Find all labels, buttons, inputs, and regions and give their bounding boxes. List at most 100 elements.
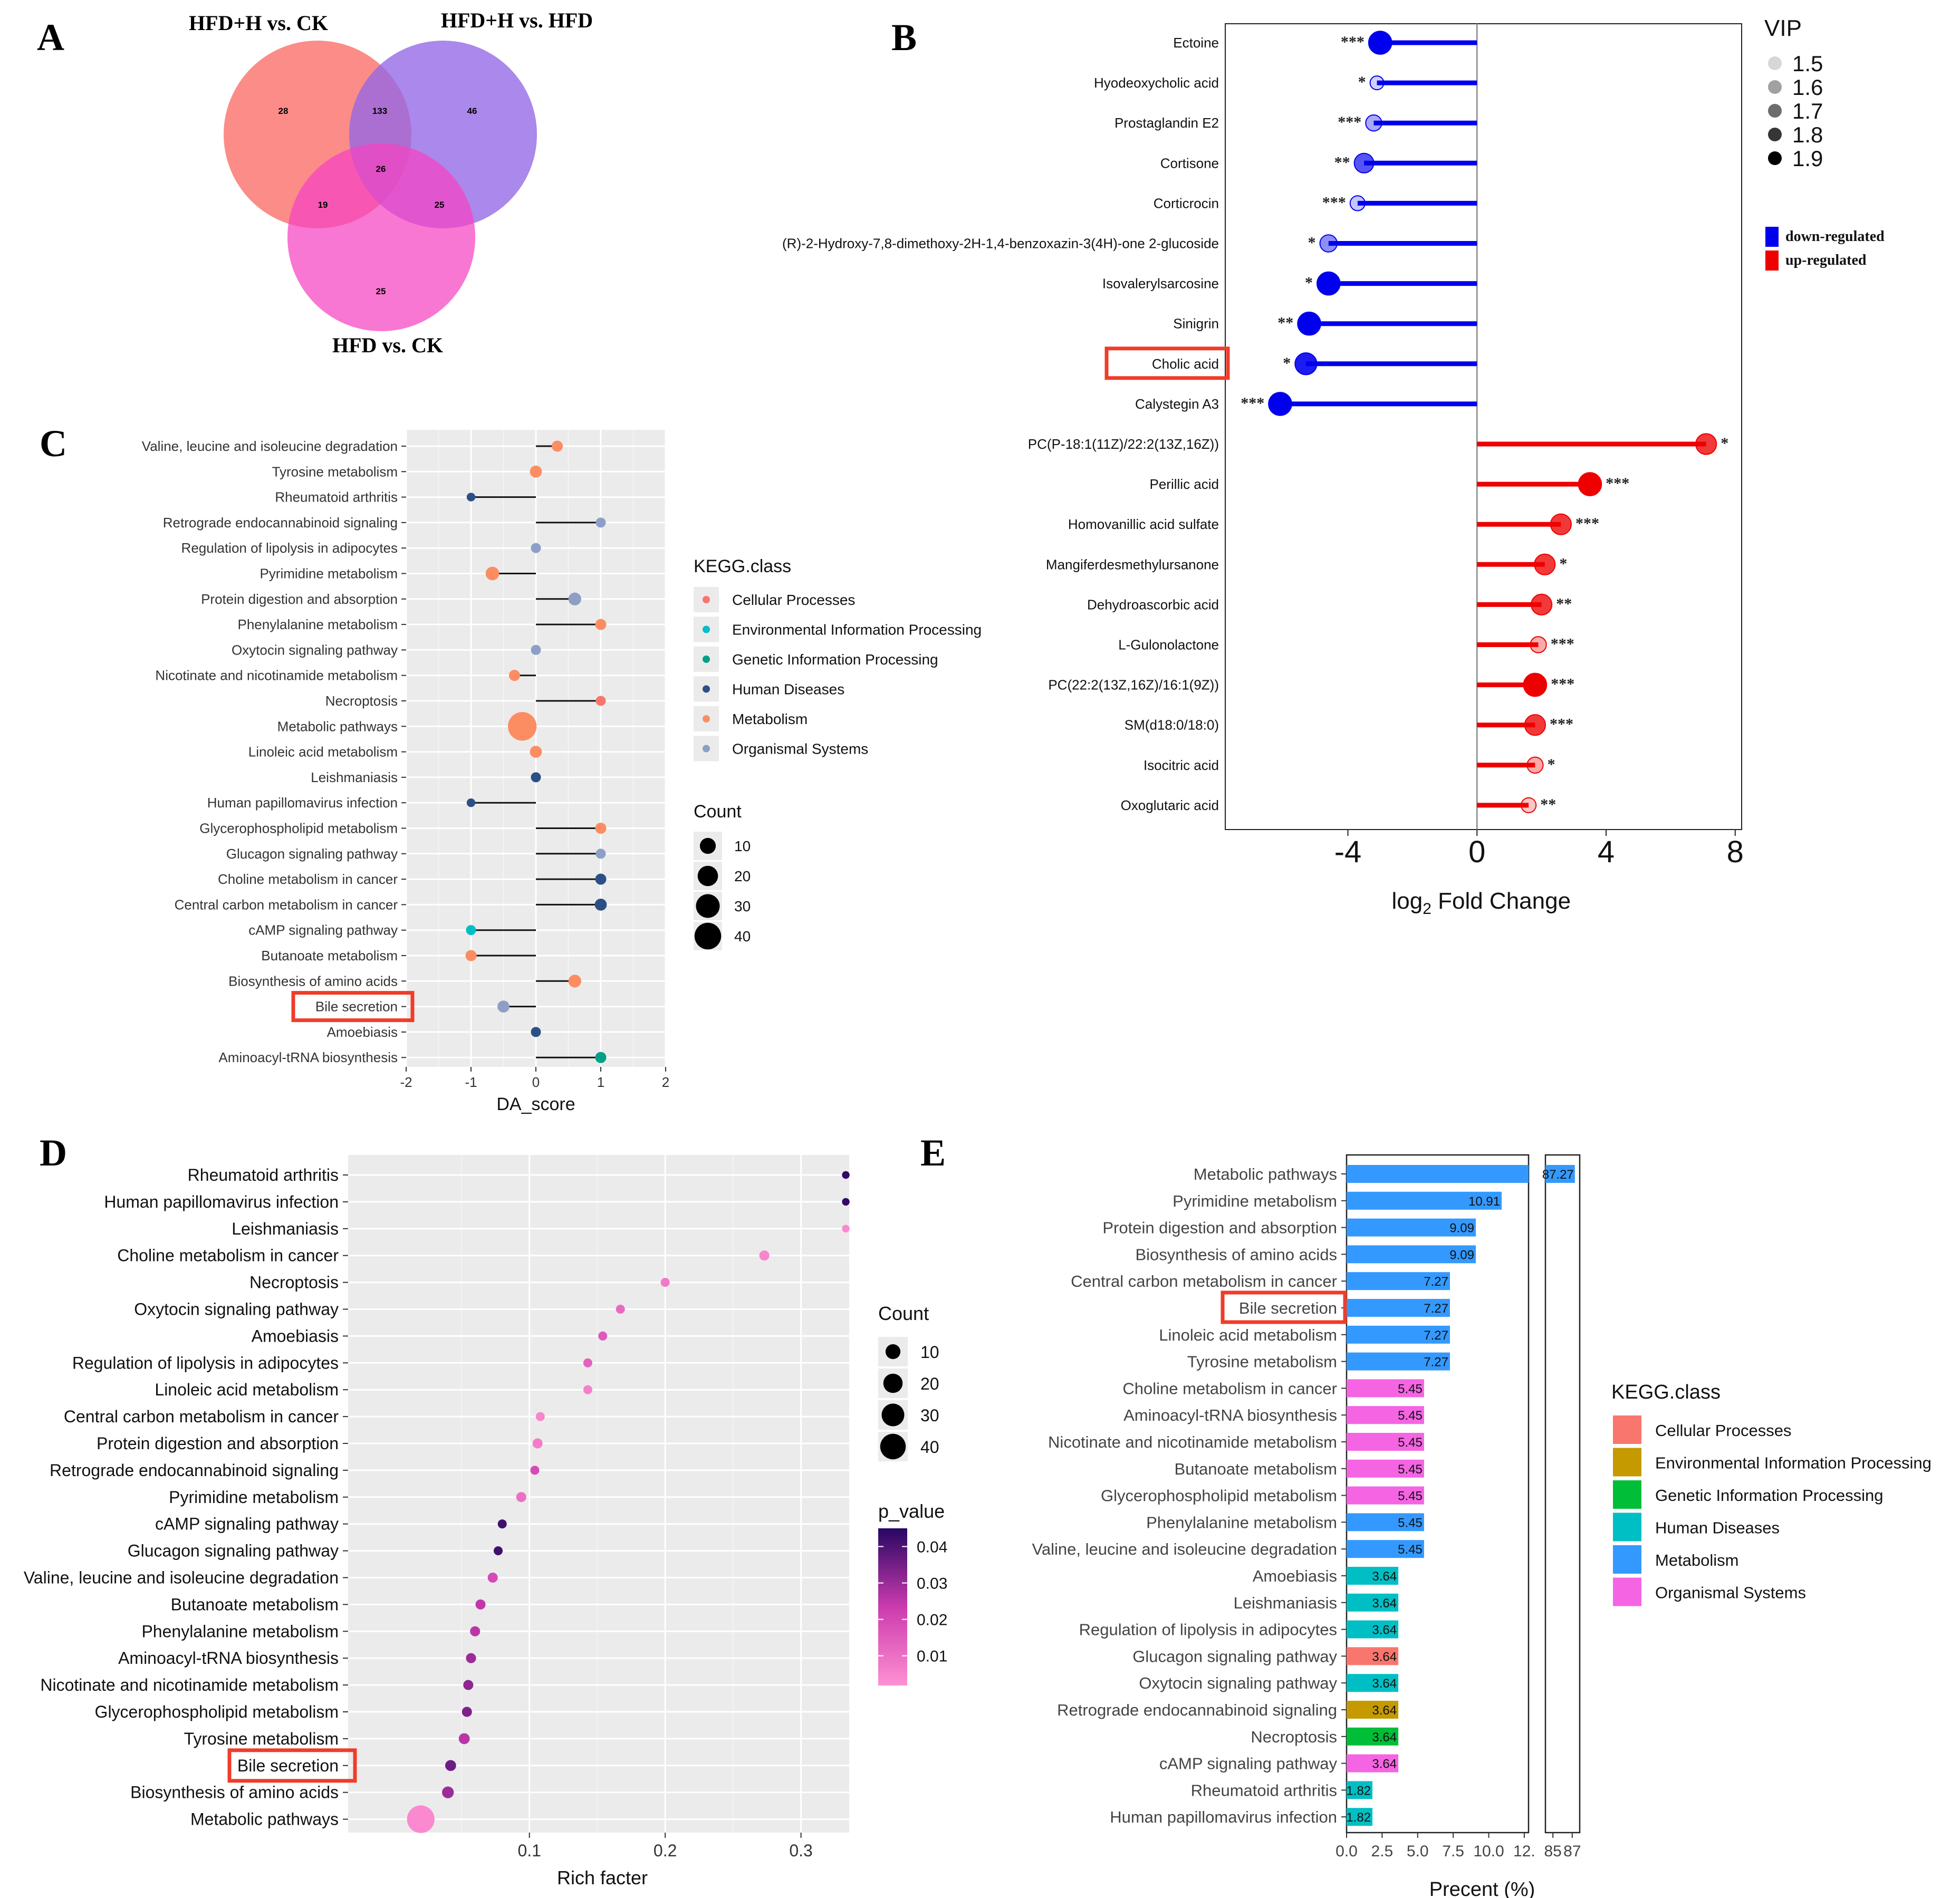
panel-c-pathway-label-oxytocin-signaling-pathway: Oxytocin signaling pathway (232, 642, 398, 658)
panel-b-point-cortisone (1353, 152, 1375, 174)
panel-c-point-glycerophospholipid-metabolism (595, 822, 607, 834)
panel-b-highlight-box (1104, 346, 1230, 380)
panel-b-point-perillic-acid (1578, 472, 1602, 496)
panel-e-x-axis-title: Precent (%) (1429, 1878, 1535, 1898)
panel-c-kegg-legend-key (703, 715, 710, 722)
panel-d-pvalue-colorbar-segment (878, 1530, 907, 1534)
panel-b-significance-pc-p-18-1-11z-22-2-13z-16z: * (1721, 435, 1728, 452)
panel-e-bar-value-butanoate-metabolism: 5.45 (1398, 1462, 1423, 1477)
panel-d-pathway-label-glucagon-signaling-pathway: Glucagon signaling pathway (128, 1541, 339, 1560)
venn-count-1-2: 133 (372, 106, 387, 116)
panel-d-pvalue-colorbar-segment (878, 1640, 907, 1644)
panel-e-bar-camp-signaling-pathway (1347, 1754, 1399, 1772)
panel-d-pvalue-colorbar-segment (878, 1541, 907, 1545)
panel-b-reg-legend-label: up-regulated (1785, 252, 1867, 268)
panel-b-vip-legend-label: 1.9 (1792, 146, 1823, 171)
panel-c-pathway-label-leishmaniasis: Leishmaniasis (311, 769, 398, 785)
panel-d-point-glucagon-signaling-pathway (493, 1546, 503, 1556)
panel-c-pathway-label-amoebiasis: Amoebiasis (327, 1024, 398, 1040)
panel-d-pvalue-colorbar-segment (878, 1682, 907, 1685)
panel-c-point-retrograde-endocannabinoid-signaling (595, 517, 606, 528)
panel-c-pathway-label-linoleic-acid-metabolism: Linoleic acid metabolism (248, 744, 398, 760)
panel-d-point-linoleic-acid-metabolism (583, 1385, 592, 1394)
panel-c-point-valine-leucine-and-isoleucine-degradation (552, 440, 563, 452)
panel-e-bar-necroptosis (1347, 1727, 1399, 1746)
panel-b-point-hyodeoxycholic-acid (1369, 75, 1385, 91)
panel-d-pvalue-colorbar-segment (878, 1562, 907, 1566)
panel-d-pvalue-colorbar-segment (878, 1573, 907, 1576)
panel-b-plot-border (1225, 23, 1742, 830)
panel-d-pvalue-colorbar-segment (878, 1612, 907, 1615)
panel-d-point-camp-signaling-pathway (497, 1519, 507, 1529)
panel-e-bar-bile-secretion (1347, 1299, 1450, 1317)
panel-d-plot-background (348, 1155, 849, 1833)
panel-b-significance-l-gulonolactone: *** (1551, 635, 1574, 653)
panel-d-pathway-label-regulation-of-lipolysis-in-adipocytes: Regulation of lipolysis in adipocytes (72, 1353, 339, 1372)
panel-e-pathway-label-tyrosine-metabolism: Tyrosine metabolism (1187, 1353, 1337, 1371)
panel-d-pvalue-colorbar-segment (878, 1591, 907, 1594)
panel-e-bar-valine-leucine-and-isoleucine-degradation (1347, 1540, 1424, 1558)
panel-b-vip-legend-label: 1.5 (1792, 51, 1823, 76)
panel-d-pvalue-colorbar-segment (878, 1656, 907, 1660)
panel-d-pvalue-tick-label: 0.02 (917, 1612, 947, 1629)
panel-c-count-legend-key (694, 922, 722, 950)
panel-d-x-tick-label: 0.1 (517, 1841, 541, 1860)
panel-b-significance-oxoglutaric-acid: ** (1540, 796, 1556, 813)
panel-b-vip-legend-key (1768, 56, 1782, 70)
panel-b-point-corticrocin (1349, 195, 1366, 211)
panel-b-metabolite-label-perillic-acid: Perillic acid (1150, 476, 1219, 492)
panel-c-point-choline-metabolism-in-cancer (595, 873, 607, 885)
panel-e-bar-leishmaniasis (1347, 1593, 1399, 1612)
panel-c-pathway-label-rheumatoid-arthritis: Rheumatoid arthritis (275, 489, 398, 505)
panel-e-x-tick-label: 85 (1544, 1843, 1561, 1860)
panel-e-pathway-label-retrograde-endocannabinoid-signaling: Retrograde endocannabinoid signaling (1057, 1701, 1337, 1719)
panel-c-count-legend-title: Count (694, 802, 742, 822)
panel-d-point-butanoate-metabolism (475, 1599, 486, 1610)
panel-label-c: C (40, 422, 67, 465)
panel-d-pathway-label-rheumatoid-arthritis: Rheumatoid arthritis (188, 1165, 339, 1184)
panel-b-significance-ectoine: *** (1341, 33, 1365, 51)
panel-b-significance-r-2-hydroxy-7-8-dimethoxy-2h-1-4-benzoxazin-3-4h-one-2-glucoside: * (1308, 234, 1316, 252)
panel-d-pvalue-colorbar-segment (878, 1536, 907, 1539)
panel-c-pathway-label-tyrosine-metabolism: Tyrosine metabolism (272, 464, 398, 479)
panel-d-pvalue-colorbar-segment (878, 1533, 907, 1537)
panel-c-pathway-label-valine-leucine-and-isoleucine-degradation: Valine, leucine and isoleucine degradati… (142, 438, 398, 454)
panel-e-bar-protein-digestion-and-absorption (1347, 1218, 1476, 1237)
panel-b-significance-pc-22-2-13z-16z-16-1-9z: *** (1551, 676, 1574, 693)
panel-b-metabolite-label-mangiferdesmethylursanone: Mangiferdesmethylursanone (1046, 556, 1219, 572)
panel-c-pathway-label-pyrimidine-metabolism: Pyrimidine metabolism (260, 566, 398, 582)
panel-c-point-linoleic-acid-metabolism (530, 746, 542, 758)
panel-b-significance-isocitric-acid: * (1548, 756, 1555, 773)
panel-d-pvalue-colorbar-segment (878, 1559, 907, 1563)
panel-e-bar-value-protein-digestion-and-absorption: 9.09 (1449, 1221, 1474, 1236)
panel-e-pathway-label-bile-secretion: Bile secretion (1239, 1299, 1337, 1317)
panel-e-pathway-label-amoebiasis: Amoebiasis (1253, 1567, 1337, 1585)
panel-d-pvalue-colorbar-segment (878, 1583, 907, 1586)
panel-d-pvalue-colorbar-segment (878, 1567, 907, 1571)
panel-e-pathway-label-oxytocin-signaling-pathway: Oxytocin signaling pathway (1139, 1674, 1337, 1692)
panel-e-pathway-label-butanoate-metabolism: Butanoate metabolism (1175, 1460, 1337, 1478)
panel-d-pathway-label-nicotinate-and-nicotinamide-metabolism: Nicotinate and nicotinamide metabolism (40, 1675, 339, 1694)
panel-e-kegg-legend-key (1613, 1512, 1641, 1541)
panel-d-pvalue-colorbar-segment (878, 1614, 907, 1618)
panel-e-bar-value-glucagon-signaling-pathway: 3.64 (1372, 1650, 1397, 1664)
panel-e-pathway-label-biosynthesis-of-amino-acids: Biosynthesis of amino acids (1135, 1245, 1337, 1264)
panel-c-kegg-legend-title: KEGG.class (694, 556, 791, 576)
panel-d-count-legend-label: 10 (920, 1343, 939, 1362)
panel-d-pathway-label-biosynthesis-of-amino-acids: Biosynthesis of amino acids (130, 1783, 339, 1802)
panel-e-bar-biosynthesis-of-amino-acids (1347, 1245, 1476, 1264)
panel-d-pvalue-colorbar-segment (878, 1554, 907, 1558)
panel-b-significance-sinigrin: ** (1277, 314, 1293, 332)
panel-c-x-tick-label: -2 (400, 1074, 412, 1090)
panel-e-bar-metabolic-pathways (1347, 1165, 1529, 1183)
panel-b-point-pc-p-18-1-11z-22-2-13z-16z (1695, 433, 1717, 455)
panel-e-bar-rheumatoid-arthritis (1347, 1781, 1373, 1799)
panel-b-significance-calystegin-a3: *** (1241, 394, 1264, 412)
panel-c-point-human-papillomavirus-infection (466, 798, 476, 807)
panel-d-pathway-label-oxytocin-signaling-pathway: Oxytocin signaling pathway (134, 1300, 339, 1319)
panel-c-pathway-label-butanoate-metabolism: Butanoate metabolism (261, 948, 398, 964)
panel-a-venn: HFD+H vs. CK HFD+H vs. HFD HFD vs. CK 28… (189, 8, 593, 357)
panel-d-pvalue-tick-label: 0.03 (917, 1575, 947, 1593)
panel-b-metabolite-label-isovalerylsarcosine: Isovalerylsarcosine (1102, 276, 1219, 292)
